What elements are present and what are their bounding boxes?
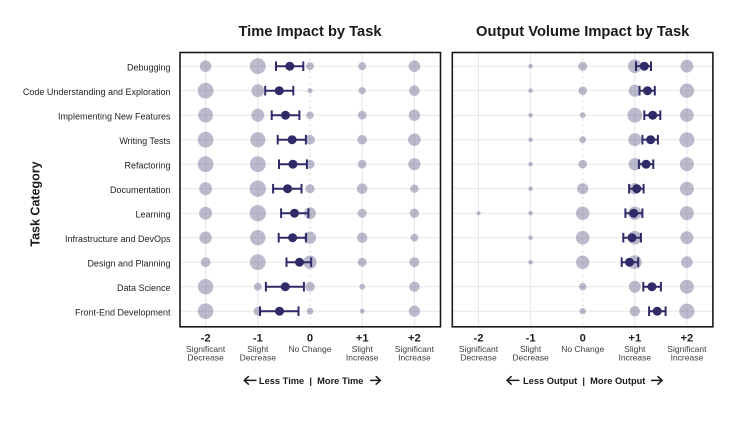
svg-text:Data Science: Data Science [117, 283, 171, 293]
svg-text:Time Impact by Task: Time Impact by Task [238, 24, 382, 40]
svg-text:Slight: Slight [352, 344, 374, 354]
svg-text:Significant: Significant [395, 344, 435, 354]
svg-text:Infrastructure and DevOps: Infrastructure and DevOps [65, 234, 171, 244]
svg-text:0: 0 [307, 332, 313, 344]
svg-text:Design and Planning: Design and Planning [87, 258, 170, 268]
svg-text:Increase: Increase [618, 353, 651, 363]
svg-text:Less Output | More Output: Less Output | More Output [523, 376, 645, 386]
svg-text:Increase: Increase [671, 353, 704, 363]
svg-text:Decrease: Decrease [240, 353, 277, 363]
svg-text:+1: +1 [356, 332, 369, 344]
svg-text:-2: -2 [201, 332, 211, 344]
svg-text:Front-End Development: Front-End Development [75, 307, 171, 317]
svg-text:Decrease: Decrease [512, 353, 549, 363]
svg-text:-1: -1 [526, 332, 536, 344]
svg-text:No Change: No Change [561, 344, 604, 354]
svg-text:Slight: Slight [520, 344, 542, 354]
svg-text:Increase: Increase [346, 353, 379, 363]
svg-text:Significant: Significant [459, 344, 499, 354]
svg-text:Slight: Slight [247, 344, 269, 354]
svg-text:Output Volume Impact by Task: Output Volume Impact by Task [476, 24, 690, 40]
svg-text:Debugging: Debugging [127, 62, 171, 72]
svg-text:Decrease: Decrease [187, 353, 224, 363]
svg-text:Learning: Learning [135, 209, 170, 219]
svg-text:Significant: Significant [667, 344, 707, 354]
svg-text:+2: +2 [408, 332, 421, 344]
svg-text:Code Understanding and Explora: Code Understanding and Exploration [23, 87, 171, 97]
svg-text:Writing Tests: Writing Tests [119, 136, 171, 146]
svg-text:Less Time | More Time: Less Time | More Time [259, 376, 364, 386]
svg-text:-2: -2 [474, 332, 484, 344]
svg-text:-1: -1 [253, 332, 263, 344]
svg-text:+1: +1 [628, 332, 641, 344]
svg-text:Refactoring: Refactoring [124, 160, 170, 170]
svg-text:Decrease: Decrease [460, 353, 497, 363]
svg-text:Increase: Increase [398, 353, 431, 363]
svg-text:+2: +2 [681, 332, 694, 344]
svg-text:0: 0 [580, 332, 586, 344]
svg-text:No Change: No Change [288, 344, 331, 354]
svg-text:Task Category: Task Category [29, 161, 43, 246]
svg-text:Implementing New Features: Implementing New Features [58, 111, 171, 121]
svg-text:Documentation: Documentation [110, 185, 171, 195]
svg-text:Slight: Slight [624, 344, 646, 354]
svg-text:Significant: Significant [186, 344, 226, 354]
